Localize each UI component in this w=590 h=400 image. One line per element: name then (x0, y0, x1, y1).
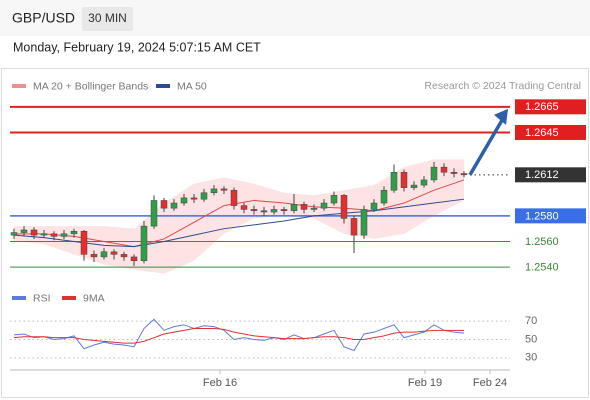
candle-body (140, 225, 148, 262)
candle-body (390, 171, 398, 191)
candle-body (400, 171, 408, 188)
candle-body (210, 188, 218, 194)
y-tick-label: 50 (525, 333, 537, 345)
price-label: 1.2540 (525, 262, 559, 274)
forecast-arrow (468, 115, 506, 176)
candle-body (340, 195, 348, 219)
price-label: 1.2580 (525, 210, 559, 222)
rsi-line (13, 318, 465, 352)
candle-body (250, 209, 258, 211)
candle-body (410, 184, 418, 188)
candle-body (170, 202, 178, 209)
candle-body (280, 209, 288, 211)
chart-frame (1, 68, 589, 398)
ma-line (13, 198, 465, 248)
price-tag (515, 124, 586, 140)
candle-body (330, 195, 338, 204)
candle-body (160, 200, 168, 209)
date: Monday, February 19, 2024 5:07:15 AM CET (13, 40, 261, 54)
legend-swatch (12, 84, 26, 88)
price-tag (515, 208, 586, 224)
candle-body (450, 171, 458, 174)
candle-body (80, 231, 88, 255)
candle-body (420, 179, 428, 186)
candle-body (190, 197, 198, 200)
legend-swatch (12, 296, 26, 300)
x-tick-label: Feb 24 (473, 377, 507, 389)
candle-body (60, 233, 68, 237)
price-label: 1.2645 (525, 127, 559, 139)
legend-swatch (62, 296, 76, 300)
candle-body (50, 233, 58, 237)
ma-line (14, 179, 465, 248)
candle-body (260, 210, 268, 213)
y-tick-label: 70 (525, 315, 537, 327)
price-label: 1.2560 (525, 236, 559, 248)
rsi-line (13, 328, 464, 344)
y-tick-label: 30 (525, 352, 537, 364)
candle-body (370, 202, 378, 210)
candle-body (300, 204, 308, 210)
candle-body (180, 197, 188, 204)
candle-body (460, 173, 468, 176)
x-tick-label: Feb 19 (408, 377, 442, 389)
candle-body (350, 218, 358, 236)
price-tag (515, 167, 586, 183)
candle-body (10, 232, 18, 236)
price-label: 1.2665 (525, 101, 559, 113)
legend-label: MA 50 (177, 80, 207, 92)
timeframe: 30 MIN (88, 11, 127, 25)
candle-body (380, 189, 388, 204)
x-tick-label: Feb 16 (203, 377, 237, 389)
candle-body (130, 256, 138, 262)
source: Research © 2024 Trading Central (424, 80, 581, 92)
candle-body (120, 254, 128, 258)
candle-body (150, 200, 158, 227)
price-label: 1.2612 (525, 169, 559, 181)
candle-body (100, 251, 108, 258)
candle-body (110, 251, 118, 255)
legend-label: MA 20 + Bollinger Bands (33, 80, 148, 92)
candle-body (240, 205, 248, 210)
price-tag (515, 99, 586, 115)
candle-body (40, 233, 48, 236)
candle-body (290, 204, 298, 211)
candle-body (440, 166, 448, 173)
forecast-arrowhead (494, 108, 508, 125)
candle-body (90, 254, 98, 258)
candle-body (20, 229, 28, 233)
candle-body (430, 166, 438, 181)
candle-body (200, 192, 208, 200)
candle-body (270, 209, 278, 213)
symbol: GBP/USD (12, 10, 75, 26)
candle-body (360, 209, 368, 236)
legend-label: RSI (33, 292, 51, 304)
candle-body (30, 229, 38, 236)
candle-body (230, 189, 238, 206)
candle-body (70, 231, 78, 235)
legend-swatch (156, 84, 170, 88)
candle-body (220, 188, 228, 191)
legend-label: 9MA (83, 292, 105, 304)
timeframe-box (82, 7, 133, 31)
candle-body (310, 207, 318, 210)
candle-body (320, 202, 328, 209)
